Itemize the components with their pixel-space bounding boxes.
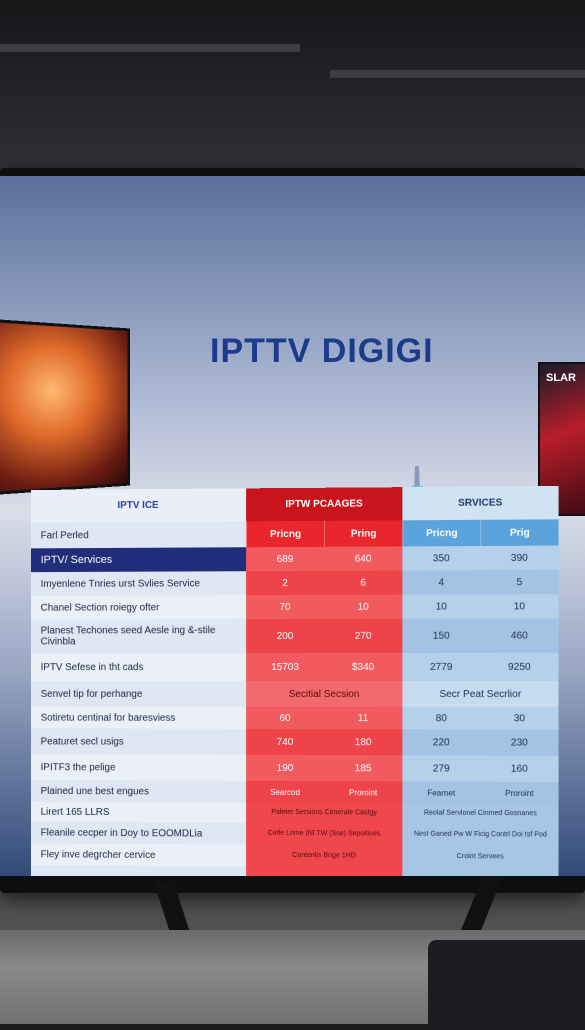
row-label: Plained une best engues [40,785,149,797]
price-cell: 220 [402,729,481,756]
row-label: Senvel tip for perhange [40,688,143,700]
price-cell: 230 [480,729,559,756]
plan-detail-cell: Paleter Sersions Cenerale Castgy [271,809,377,817]
price-cell: Proroint [480,781,559,805]
speaker [428,940,585,1030]
pricing-subheader[interactable]: Prig [480,519,559,547]
price-cell: 160 [480,755,559,783]
price-cell: 80 [402,707,481,730]
price-cell: 200 [246,618,325,654]
price-cell: $340 [324,652,403,681]
pricing-table: IPTV ICE IPTW PCAAGES SRVICES Farl Perled Pr… [30,485,561,876]
price-cell: 689 [246,546,325,572]
row-label: IPTV Sefese in tht cads [30,653,247,682]
row-label: Lirert 165 LLRS [30,801,247,823]
price-cell: 185 [324,755,403,782]
price-cell: 10 [480,594,559,619]
row-label: Imyenlene Tnries urst Svlies Service [40,577,200,590]
price-cell: 740 [246,728,325,756]
plan-detail-cell: Croint Servees [456,853,504,861]
left-column-header[interactable]: IPTV ICE [30,488,247,523]
wall-background [0,0,585,170]
section-cell: Secr Peat Secrlior [402,680,559,708]
price-cell: 190 [246,754,325,782]
price-cell: 6 [324,570,403,595]
price-cell: 11 [324,707,403,730]
row-label: IPITF3 the pelige [30,754,247,781]
price-cell: 30 [480,707,559,730]
price-cell: 270 [324,618,403,653]
price-cell: 9250 [480,652,559,681]
price-cell: 70 [246,594,325,620]
plan-detail-cell: Nest Ganed Pw W Ficig Contrl Doi tsf Pod [413,830,547,839]
screen-title: IPTTV DIGIGI [210,332,434,370]
price-cell: Searcod [246,780,325,804]
pricing-subheader[interactable]: Pricng [246,520,325,548]
price-cell: 5 [480,569,559,595]
price-cell: 10 [402,594,481,619]
plan-detail-cell: Reolaf Servlonel Cinmed Gosnanes [423,809,537,818]
row-label: Planest Techones seed Aesle ing &-stile … [40,625,216,648]
row-label: Farl Perled [40,529,89,541]
price-cell: 350 [402,546,481,571]
row-label: Fleanile cecper in Doy to EOOMDLia [40,827,203,839]
plan-detail-cell: Cetle Lnme (Nl TW (Sse) Sepoitices [267,830,381,838]
row-label: Chanel Section roiegy ofter [30,595,247,620]
right-column-header[interactable]: SRVICES [402,485,559,521]
price-cell: 640 [324,546,403,571]
thumbnail-title: SLAR [546,372,576,384]
movie-thumbnail-left[interactable] [0,318,131,496]
price-cell: 60 [246,706,325,730]
price-cell: Proroint [324,781,403,804]
row-label: Sotiretu centinal for baresviess [30,706,247,729]
price-cell: 279 [402,755,481,782]
plan-detail-cell: Contenlis Bnge 1HD [292,852,356,860]
pricing-subheader[interactable]: Pricng [402,519,481,547]
price-cell: 2779 [402,652,481,681]
shelf-right [330,70,585,78]
price-cell: 180 [324,729,403,756]
price-cell: 390 [480,545,559,571]
price-cell: 10 [324,594,403,619]
section-cell: Secitial Secsion [246,680,403,708]
row-label: Peaturet secl usigs [40,735,124,748]
middle-column-header[interactable]: IPTW PCAAGES [246,487,403,522]
row-label: Fley inve degrcher cervice [30,843,247,867]
pricing-subheader[interactable]: Pring [324,520,403,547]
price-cell: 4 [402,570,481,595]
price-cell: Fearnet [402,781,481,804]
price-cell: 460 [480,618,559,653]
price-cell: 15703 [246,652,325,682]
tv-screen: SLAR IPTTV DIGIGI IPTV ICE IPTW PCAAGES SR… [0,176,585,876]
price-cell: 2 [246,570,325,596]
price-cell: 150 [402,618,481,653]
shelf-left [0,44,300,52]
featured-row-label: IPTV/ Services [30,547,247,573]
